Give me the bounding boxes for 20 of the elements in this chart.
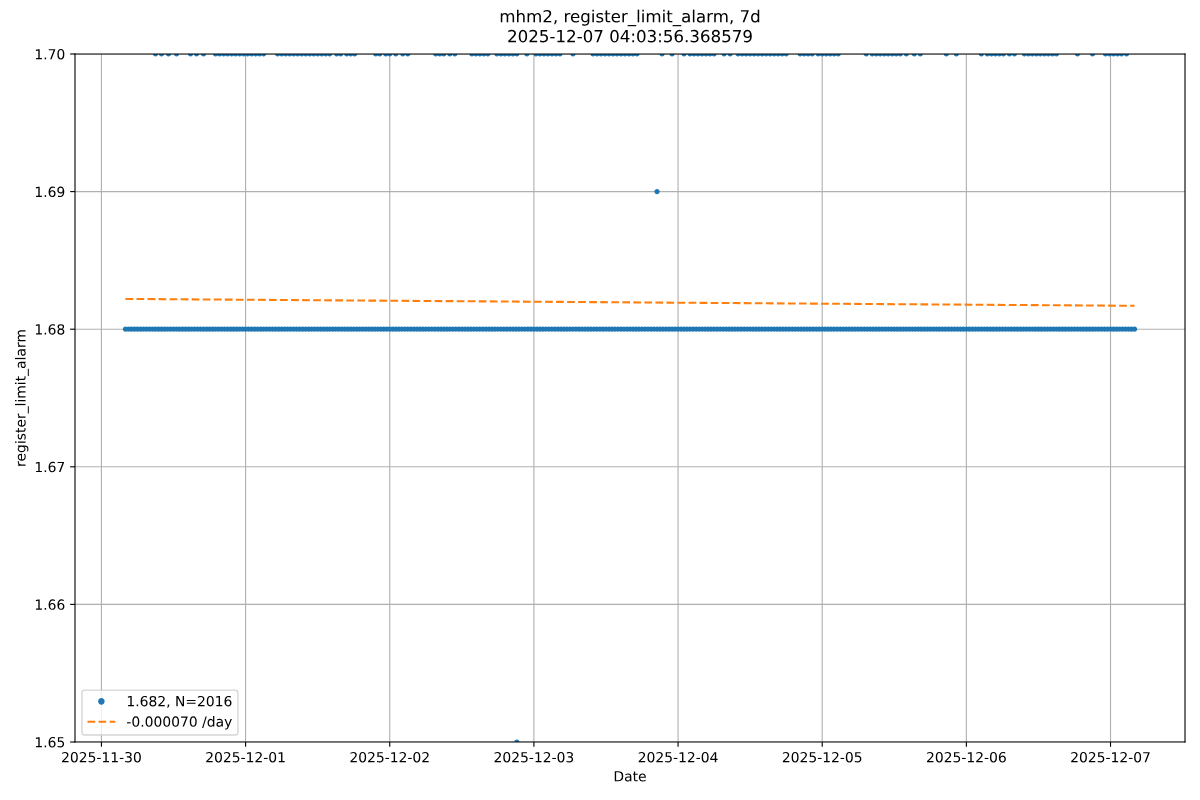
chart-subtitle: 2025-12-07 04:03:56.368579 xyxy=(508,29,752,43)
x-tick-label: 2025-12-02 xyxy=(350,751,429,763)
x-tick-label: 2025-12-05 xyxy=(782,751,862,763)
y-tick-label: 1.70 xyxy=(35,48,65,60)
y-axis-title: register_limit_alarm xyxy=(14,330,29,466)
y-tick-label: 1.66 xyxy=(35,599,65,610)
x-axis-title: Date xyxy=(614,771,646,782)
chart-title: mhm2, register_limit_alarm, 7d xyxy=(500,9,760,27)
y-tick-label: 1.65 xyxy=(35,736,65,748)
x-tick-label: 2025-12-04 xyxy=(638,751,718,763)
x-tick-label: 2025-12-01 xyxy=(206,751,285,763)
legend-label: 1.682, N=2016 xyxy=(127,695,232,708)
x-tick-label: 2025-12-07 xyxy=(1071,751,1150,763)
y-tick-label: 1.67 xyxy=(35,461,65,473)
y-tick-label: 1.68 xyxy=(35,324,65,335)
x-tick-label: 2025-12-06 xyxy=(927,751,1006,763)
x-tick-label: 2025-12-03 xyxy=(494,751,574,763)
x-tick-label: 2025-11-30 xyxy=(62,751,141,763)
y-tick-label: 1.69 xyxy=(35,186,65,198)
legend-label: -0.000070 /day xyxy=(127,716,232,730)
